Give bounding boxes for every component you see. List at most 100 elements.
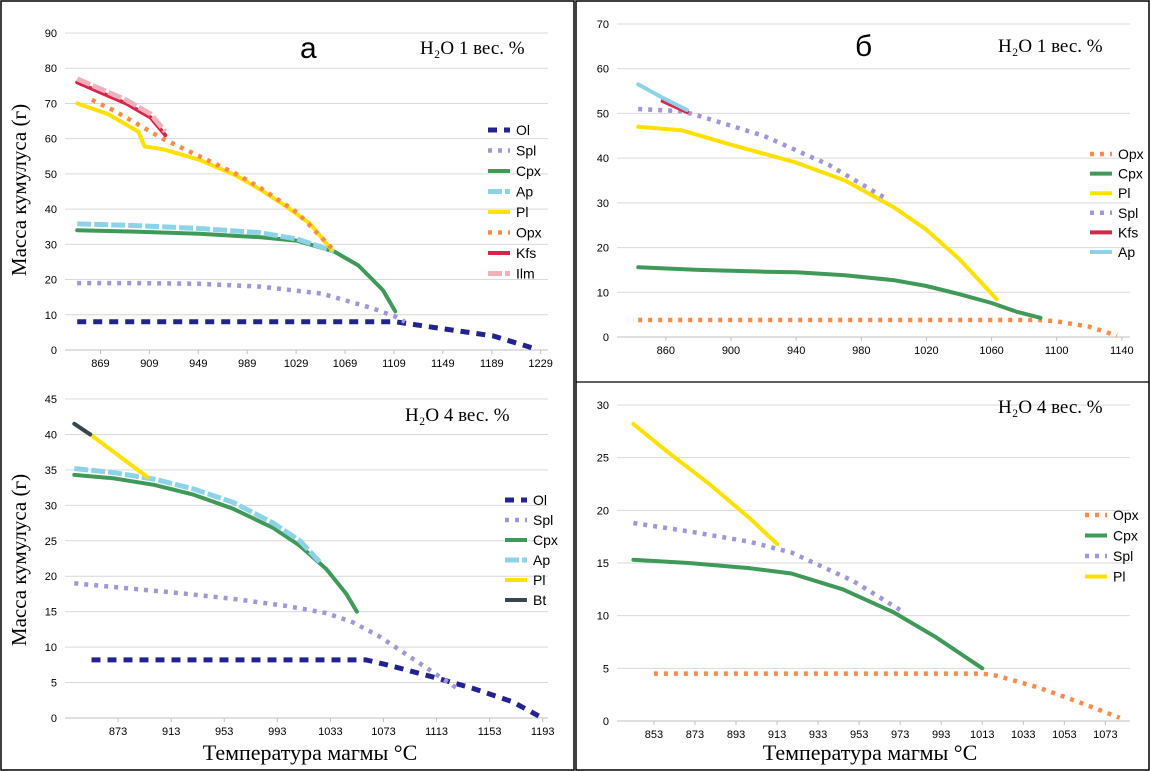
x-tick-label: 1073 [1093, 729, 1117, 741]
legend-label-kfs: Kfs [1118, 224, 1138, 240]
series-line-ap [77, 221, 335, 254]
y-tick-label: 5 [51, 678, 57, 690]
y-tick-label: 0 [51, 345, 57, 357]
legend-label-ap: Ap [533, 552, 550, 568]
x-tick-label: 1053 [1052, 729, 1076, 741]
series-line-ap [636, 82, 689, 112]
x-tick-label: 913 [768, 729, 786, 741]
legend-label-spl: Spl [533, 512, 553, 528]
x-tick-label: 933 [809, 729, 827, 741]
panel-frame-a [0, 0, 575, 771]
legend-label-pl: Pl [533, 572, 545, 588]
y-tick-label: 0 [603, 716, 609, 728]
x-tick-label: 980 [852, 345, 870, 357]
legend-label-ap: Ap [516, 184, 533, 200]
y-tick-label: 10 [45, 642, 57, 654]
legend-label-ap: Ap [1118, 244, 1135, 260]
x-tick-label: 873 [686, 729, 704, 741]
legend-label-opx: Opx [516, 225, 542, 241]
y-tick-label: 50 [45, 169, 57, 181]
y-tick-label: 10 [597, 287, 609, 299]
y-tick-label: 5 [603, 663, 609, 675]
x-tick-label: 1020 [914, 345, 938, 357]
water-content-annotation: H₂O 4 вес. % [405, 405, 510, 426]
chart-a-top: 0 10 20 30 40 50 60 70 80 90 869 909 949 989 1029 1069 1… [7, 28, 553, 370]
y-tick-label: 0 [51, 713, 57, 725]
x-tick-label: 1109 [382, 358, 406, 370]
x-axis-title: Температура магмы °C [763, 740, 978, 765]
series-line-kfs [660, 98, 689, 115]
y-tick-label: 10 [45, 310, 57, 322]
y-tick-label: 70 [597, 19, 609, 31]
y-tick-label: 20 [45, 275, 57, 287]
chart-b-bottom: 0 5 10 15 20 25 30 853 873 893 913 933 953 973 993 1013… [597, 397, 1139, 765]
y-tick-label: 25 [45, 536, 57, 548]
y-tick-label: 80 [45, 63, 57, 75]
x-tick-label: 1069 [333, 358, 357, 370]
x-tick-label: 953 [215, 726, 233, 738]
y-tick-label: 40 [45, 429, 57, 441]
series-line-spl [74, 581, 461, 692]
y-tick-label: 30 [45, 239, 57, 251]
series-line-ol [91, 657, 540, 719]
legend-label-cpx: Cpx [1118, 166, 1143, 182]
y-tick-label: 70 [45, 98, 57, 110]
legend-label-opx: Opx [1113, 507, 1139, 523]
legend-label-kfs: Kfs [516, 245, 536, 261]
x-tick-label: 909 [140, 358, 158, 370]
y-tick-label: 45 [45, 394, 57, 406]
y-tick-label: 25 [597, 453, 609, 465]
x-tick-label: 913 [162, 726, 180, 738]
legend-label-spl: Spl [1113, 548, 1133, 564]
legend-label-ol: Ol [533, 492, 547, 508]
x-tick-label: 953 [850, 729, 868, 741]
series-line-cpx [72, 472, 359, 614]
water-content-annotation: H₂O 1 вес. % [998, 36, 1103, 57]
x-tick-label: 989 [238, 358, 256, 370]
y-tick-label: 40 [45, 204, 57, 216]
x-tick-label: 1189 [480, 358, 504, 370]
x-tick-label: 1140 [1110, 345, 1134, 357]
chart-a-bottom: 0 5 10 15 20 25 30 35 40 45 873 913 953 993 1033 1073 11… [7, 394, 558, 765]
y-tick-label: 20 [45, 571, 57, 583]
y-axis-title: Масса кумулуса (г) [7, 104, 31, 276]
legend-label-pl: Pl [1118, 185, 1130, 201]
x-tick-label: 860 [657, 345, 675, 357]
series-line-opx [90, 97, 334, 250]
y-tick-label: 10 [597, 611, 609, 623]
series-line-pl [631, 422, 780, 546]
x-tick-label: 1193 [531, 726, 555, 738]
y-tick-label: 20 [597, 505, 609, 517]
series-line-ap [74, 466, 322, 564]
x-tick-label: 873 [109, 726, 127, 738]
x-tick-label: 1149 [431, 358, 455, 370]
x-tick-label: 1029 [284, 358, 308, 370]
x-tick-label: 900 [722, 345, 740, 357]
y-tick-label: 30 [597, 198, 609, 210]
x-tick-label: 993 [932, 729, 950, 741]
legend-label-pl: Pl [516, 204, 528, 220]
y-tick-label: 50 [597, 108, 609, 120]
series-line-ilm [76, 76, 168, 134]
x-tick-label: 940 [787, 345, 805, 357]
legend-label-spl: Spl [516, 143, 536, 159]
y-tick-label: 0 [603, 332, 609, 344]
legend-label-ilm: Ilm [516, 266, 535, 282]
series-line-opx [638, 317, 1118, 338]
series-line-opx [653, 671, 1121, 720]
legend-label-ol: Ol [516, 122, 530, 138]
x-tick-label: 1100 [1045, 345, 1069, 357]
x-tick-label: 993 [268, 726, 286, 738]
series-line-pl [88, 432, 150, 479]
series-line-bt [72, 421, 93, 437]
water-content-annotation: H₂O 1 вес. % [420, 38, 525, 59]
x-tick-label: 1033 [318, 726, 342, 738]
x-tick-label: 1013 [970, 729, 994, 741]
y-tick-label: 40 [597, 153, 609, 165]
x-tick-label: 869 [91, 358, 109, 370]
y-tick-label: 20 [597, 243, 609, 255]
x-tick-label: 949 [189, 358, 207, 370]
x-tick-label: 893 [727, 729, 745, 741]
